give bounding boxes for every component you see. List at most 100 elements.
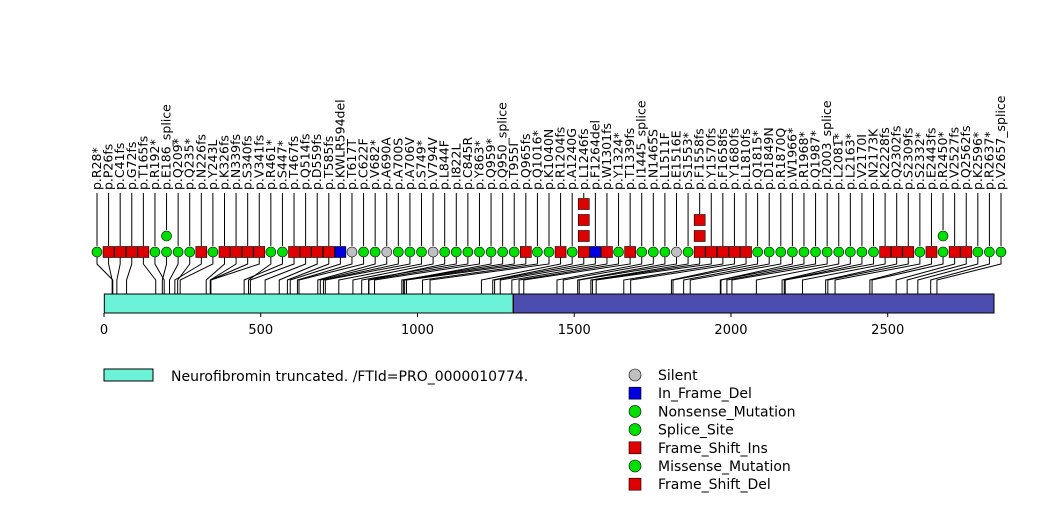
mutation-marker-circle <box>427 246 439 258</box>
mutation-marker-circle <box>161 246 172 258</box>
variant-legend-label: Frame_Shift_Ins <box>658 441 768 457</box>
mutation-marker-square <box>693 230 706 242</box>
domain-legend: Neurofibromin truncated. /FTId=PRO_00000… <box>103 368 528 385</box>
position-connector <box>492 252 573 294</box>
position-connector <box>286 252 330 294</box>
position-connector <box>319 252 388 294</box>
variant-legend-circle <box>628 423 642 436</box>
position-connector <box>210 252 249 294</box>
position-connector <box>590 252 689 294</box>
position-connector <box>169 252 179 294</box>
x-tick-label: 1000 <box>401 323 434 338</box>
mutation-marker-square <box>705 246 718 258</box>
mutation-label: p.Y863* <box>471 140 486 190</box>
position-connector <box>422 252 538 294</box>
mutation-marker-square <box>717 246 729 258</box>
position-connector <box>827 252 909 294</box>
mutation-label: p.N226fs <box>193 134 208 190</box>
position-connector <box>368 252 469 294</box>
variant-legend-label: Silent <box>658 368 698 384</box>
mutation-marker-circle <box>937 246 949 258</box>
mutation-marker-circle <box>404 246 416 258</box>
variant-legend-circle <box>628 459 642 473</box>
mutation-marker-square <box>334 246 347 258</box>
mutation-label: p.G72fs <box>124 142 139 190</box>
position-connector <box>352 252 434 294</box>
mutation-marker-square <box>311 246 324 258</box>
mutation-label: p.V682* <box>367 139 382 190</box>
mutation-marker-square <box>230 246 242 258</box>
mutation-markers <box>91 198 1007 258</box>
position-connector <box>324 252 411 294</box>
mutation-label: p.Y1680fs <box>726 128 741 190</box>
mutation-marker-square <box>902 246 915 258</box>
mutation-label: p.C622F <box>356 138 371 190</box>
mutation-label: p.C845R <box>460 137 475 190</box>
mutation-label: p.E2443fs <box>923 127 938 190</box>
variant-legend-label: Frame_Shift_Del <box>658 477 771 493</box>
mutation-marker-circle <box>184 246 196 258</box>
position-connector <box>494 252 585 294</box>
position-connector <box>917 252 979 294</box>
position-connector <box>278 252 318 294</box>
position-connector <box>719 252 793 294</box>
mutation-marker-circle <box>172 246 184 258</box>
mutation-label: p.A1240G <box>564 128 579 190</box>
position-connector <box>936 252 1002 294</box>
mutation-marker-circle <box>416 246 427 258</box>
position-connector <box>578 252 677 294</box>
mutation-marker-circle <box>462 246 474 258</box>
protein-domains <box>103 293 995 314</box>
mutation-marker-circle <box>984 246 995 258</box>
mutation-label: p.R1204fs <box>553 127 568 190</box>
mutation-marker-circle <box>450 246 462 258</box>
mutation-marker-circle <box>763 246 775 258</box>
mutation-marker-square <box>577 198 590 210</box>
mutation-label: p.W1966* <box>784 128 799 190</box>
position-connector <box>630 252 735 294</box>
position-connector <box>402 252 515 294</box>
mutation-marker-circle <box>752 246 763 258</box>
domain-legend-label: Neurofibromin truncated. /FTId=PRO_00000… <box>171 369 528 385</box>
mutation-marker-circle <box>532 246 543 258</box>
mutation-label: p.R461* <box>263 139 278 190</box>
position-connector <box>174 252 202 294</box>
position-connector <box>480 252 562 294</box>
position-connector <box>338 252 423 294</box>
mutation-label: p.Q514fs <box>298 133 313 190</box>
mutation-marker-circle <box>810 246 821 258</box>
mutation-label: p.Y1324* <box>611 132 626 190</box>
x-axis: 0 500 1000 1500 2000 2500 <box>100 313 904 338</box>
mutation-marker-circle <box>845 246 856 258</box>
mutation-label: p.K326fs <box>216 135 231 190</box>
position-connector <box>781 252 851 294</box>
mutation-marker-square <box>948 246 961 258</box>
mutation-label: p.V2657_splice <box>993 95 1008 190</box>
position-connector <box>895 252 956 294</box>
mutation-label: p.V794V <box>425 137 440 190</box>
mutation-label: p.Q2562fs <box>958 126 973 190</box>
position-connector <box>289 252 341 294</box>
mutation-marker-circle <box>369 246 381 258</box>
position-connector <box>249 252 295 294</box>
mutation-marker-square <box>577 246 590 258</box>
mutation-marker-square <box>195 246 208 258</box>
mutation-marker-circle <box>393 246 404 258</box>
position-connector <box>205 252 225 294</box>
position-connector <box>518 252 620 294</box>
mutation-marker-square <box>253 246 266 258</box>
mutation-marker-square <box>218 246 231 258</box>
position-connector <box>296 252 353 294</box>
mutation-marker-square <box>114 246 126 258</box>
variant-legend-label: Nonsense_Mutation <box>658 404 795 420</box>
position-connector <box>670 252 747 294</box>
mutation-marker-circle <box>682 246 694 258</box>
mutation-marker-square <box>241 246 254 258</box>
mutation-label: p.Q1815* <box>750 130 765 190</box>
mutation-marker-circle <box>381 246 393 258</box>
position-connector <box>116 252 121 294</box>
mutation-label: p.L844F <box>437 140 452 190</box>
position-connector <box>783 252 863 294</box>
mutation-marker-square <box>960 246 973 258</box>
mutation-marker-square <box>102 246 115 258</box>
